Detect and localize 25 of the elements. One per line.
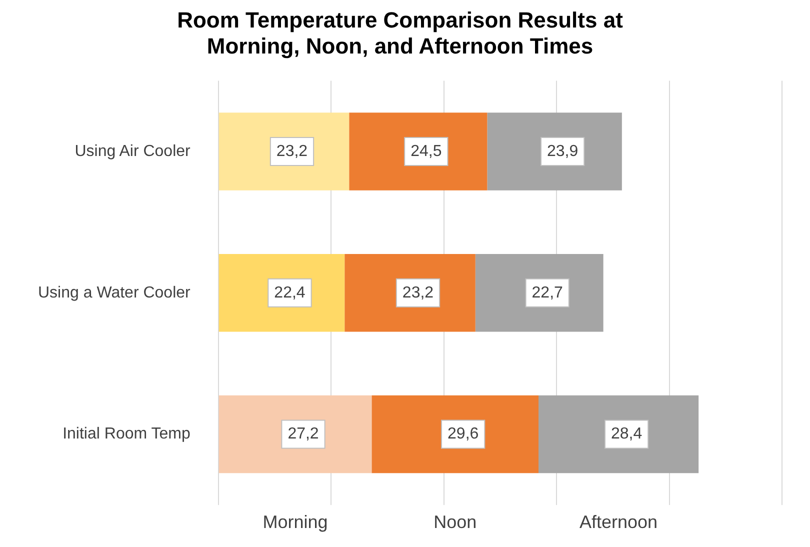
y-tick-label: Using Air Cooler [74,142,192,160]
text: Noon [434,512,477,532]
bar [218,254,345,332]
bar [218,112,350,190]
data-label: 29,6 [448,426,479,443]
bar [475,254,604,332]
data-label: 27,2 [288,426,319,443]
y-tick-label: Initial Room Temp [62,426,190,443]
text: Morning [262,512,328,532]
bar [372,395,539,474]
text: Afternoon [580,512,658,532]
data-label: 23,9 [547,142,578,160]
bar [538,395,699,474]
y-tick-label: Using a Water Cooler [38,284,192,302]
chart-title: Room Temperature Comparison Results at Morning, Noon, and Afternoon Times [177,7,624,59]
bar [218,395,372,474]
data-label: 28,4 [610,426,642,443]
bar [487,112,622,190]
data-label: 23,2 [276,142,308,160]
data-label: 22,4 [274,284,306,302]
data-label: 24,5 [410,142,442,160]
bar [344,254,476,332]
data-label: 23,2 [402,284,434,302]
bar [349,112,488,190]
data-label: 22,7 [532,284,564,302]
